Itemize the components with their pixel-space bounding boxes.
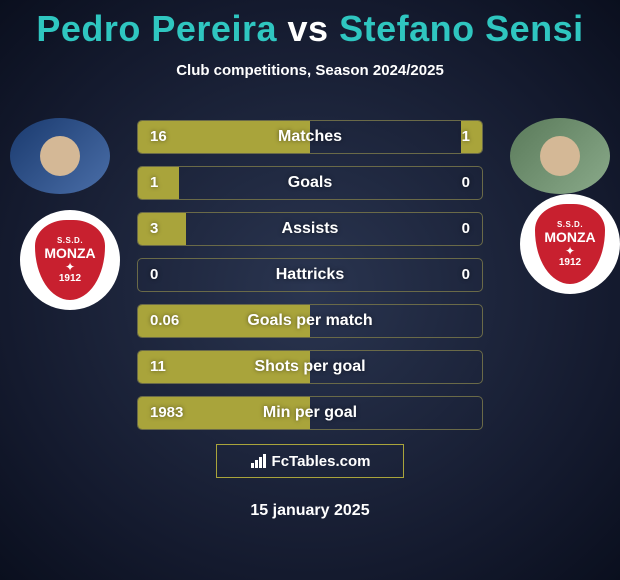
stat-label: Matches — [138, 121, 482, 153]
player1-avatar — [10, 118, 110, 194]
stat-row: 00Hattricks — [137, 258, 483, 292]
stat-row: 0.06Goals per match — [137, 304, 483, 338]
stat-row: 30Assists — [137, 212, 483, 246]
crest-line2: MONZA — [44, 245, 95, 261]
crest-line1: S.S.D. — [57, 236, 83, 245]
player2-name: Stefano Sensi — [339, 8, 584, 49]
vs-text: vs — [288, 8, 329, 49]
stat-row: 1983Min per goal — [137, 396, 483, 430]
brand-text: FcTables.com — [272, 453, 371, 470]
crest-line2: MONZA — [544, 229, 595, 245]
brand-badge: FcTables.com — [216, 444, 404, 478]
stat-label: Assists — [138, 213, 482, 245]
stat-row: 11Shots per goal — [137, 350, 483, 384]
stats-table: 161Matches 10Goals 30Assists 00Hattricks 0.0… — [137, 120, 483, 442]
crest-year: 1912 — [559, 257, 581, 268]
stat-label: Goals per match — [138, 305, 482, 337]
crest-cross-icon: ✦ — [65, 261, 75, 273]
stat-label: Goals — [138, 167, 482, 199]
player2-club-crest: S.S.D. MONZA ✦ 1912 — [520, 194, 620, 294]
stat-label: Hattricks — [138, 259, 482, 291]
subtitle: Club competitions, Season 2024/2025 — [0, 62, 620, 79]
crest-year: 1912 — [59, 273, 81, 284]
chart-icon — [250, 453, 268, 469]
player2-avatar — [510, 118, 610, 194]
stat-row: 161Matches — [137, 120, 483, 154]
stat-label: Min per goal — [138, 397, 482, 429]
page-title: Pedro Pereira vs Stefano Sensi — [0, 0, 620, 50]
crest-line1: S.S.D. — [557, 220, 583, 229]
stat-row: 10Goals — [137, 166, 483, 200]
player1-name: Pedro Pereira — [36, 8, 277, 49]
crest-cross-icon: ✦ — [565, 245, 575, 257]
player1-club-crest: S.S.D. MONZA ✦ 1912 — [20, 210, 120, 310]
stat-label: Shots per goal — [138, 351, 482, 383]
date-text: 15 january 2025 — [0, 502, 620, 520]
